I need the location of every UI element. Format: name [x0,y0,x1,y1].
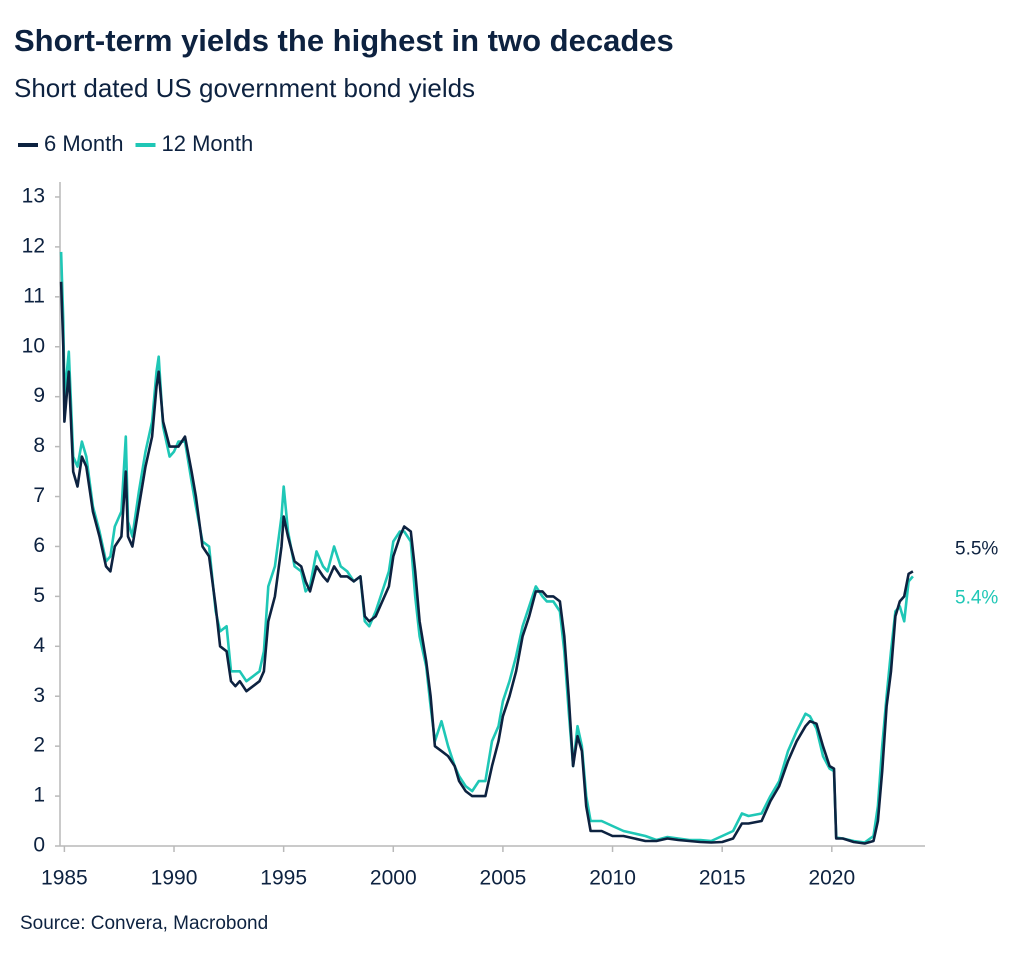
y-tick-label: 13 [22,185,45,208]
series-line [59,281,914,845]
x-tick-label: 1995 [260,867,307,890]
y-tick-label: 10 [22,334,45,357]
x-tick-label: 2010 [589,867,636,890]
y-tick-label: 5 [33,584,45,607]
x-tick-label: 2020 [808,867,855,890]
y-tick-label: 6 [33,534,45,557]
y-tick-label: 1 [33,784,45,807]
chart-subtitle: Short dated US government bond yields [14,73,475,103]
y-tick-label: 0 [33,834,45,857]
y-tick-label: 8 [33,434,45,457]
chart-title: Short-term yields the highest in two dec… [14,23,674,58]
legend-label: 12 Month [162,131,254,156]
source-note: Source: Convera, Macrobond [20,913,268,934]
end-label: 5.5% [955,538,998,559]
y-tick-label: 3 [33,684,45,707]
y-tick-label: 11 [23,284,45,307]
end-label: 5.4% [955,587,998,608]
y-tick-label: 7 [33,484,45,507]
x-tick-label: 2000 [370,867,417,890]
x-tick-label: 2015 [699,867,746,890]
y-tick-label: 2 [33,734,45,757]
y-tick-label: 9 [33,384,45,407]
y-tick-label: 12 [22,234,45,257]
x-tick-label: 1990 [151,867,198,890]
series-line [59,251,914,844]
x-tick-label: 2005 [480,867,527,890]
legend-label: 6 Month [44,131,124,156]
x-tick-label: 1985 [41,867,88,890]
y-tick-label: 4 [33,634,45,657]
